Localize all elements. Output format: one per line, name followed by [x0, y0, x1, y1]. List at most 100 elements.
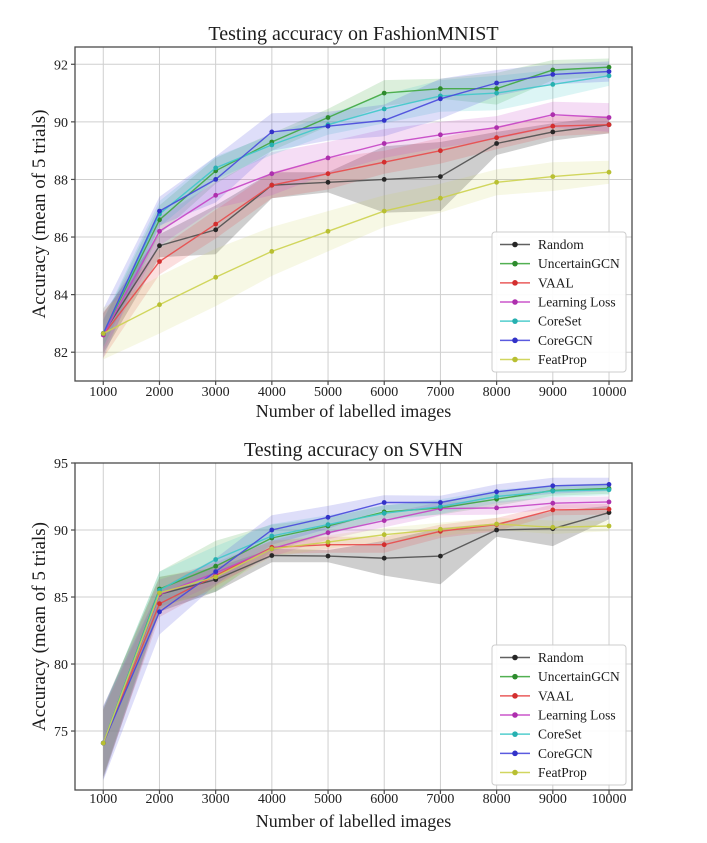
marker-learning-loss [550, 500, 556, 506]
marker-featprop [325, 539, 331, 545]
plot-border [74, 46, 633, 382]
marker-learning-loss [494, 505, 499, 511]
band-coreset [103, 484, 610, 777]
marker-learning-loss [606, 115, 612, 120]
marker-vaal [606, 122, 612, 128]
marker-coregcn [269, 129, 275, 135]
x-axis-label: Number of labelled images [256, 401, 451, 421]
legend-label: VAAL [538, 275, 574, 290]
marker-learning-loss [325, 155, 331, 161]
line-learning-loss [102, 501, 610, 744]
marker-coregcn [213, 177, 219, 182]
legend-label: CoreSet [538, 727, 582, 742]
x-tick-label: 8000 [483, 385, 511, 400]
marker-random [157, 243, 162, 249]
x-tick-label: 8000 [483, 792, 511, 807]
legend-entry: CoreGCN [500, 333, 593, 348]
legend-entry: Random [500, 650, 584, 665]
x-tick-label: 5000 [314, 385, 342, 400]
band-vaal [103, 503, 610, 777]
marker-random [269, 553, 275, 558]
tick-labels: 1000 2000 3000 4000 5000 6000 7000 8000 9000 1000… [54, 58, 627, 400]
tick-marks [71, 462, 610, 794]
y-tick-label: 86 [54, 231, 68, 246]
marker-random [550, 129, 556, 135]
marker-coregcn [213, 569, 219, 574]
legend-entry: Learning Loss [500, 295, 616, 310]
marker-random [381, 177, 387, 182]
marker-coreset [550, 82, 556, 87]
y-tick-label: 92 [54, 58, 68, 73]
legend-marker [512, 280, 518, 286]
marker-coregcn [494, 80, 499, 86]
marker-featprop [100, 331, 106, 336]
marker-featprop [550, 174, 556, 180]
marker-random [325, 553, 331, 559]
marker-vaal [494, 135, 499, 141]
marker-coreset [269, 533, 275, 539]
line-coregcn [102, 483, 610, 744]
legend-label: UncertainGCN [538, 256, 620, 271]
marker-uncertaingcn [438, 86, 443, 92]
line-featprop [102, 523, 610, 744]
marker-featprop [494, 179, 499, 185]
marker-featprop [269, 249, 275, 254]
marker-random [438, 174, 443, 180]
marker-vaal [157, 601, 162, 607]
marker-coregcn [438, 500, 443, 505]
marker-vaal [381, 542, 387, 548]
marker-featprop [606, 523, 612, 529]
marker-vaal [381, 159, 387, 165]
marker-coregcn [269, 527, 275, 533]
y-tick-label: 84 [54, 289, 68, 304]
y-tick-label: 80 [54, 658, 68, 673]
marker-coregcn [606, 69, 612, 74]
marker-learning-loss [438, 132, 443, 138]
marker-featprop [438, 195, 443, 201]
legend-box [491, 644, 627, 786]
svhn-accuracy-chart: 1000 2000 3000 4000 5000 6000 7000 8000 9000 1000… [29, 439, 633, 831]
line-vaal [102, 508, 610, 744]
marker-coreset [494, 90, 499, 96]
line-coregcn [102, 70, 610, 334]
y-tick-label: 90 [54, 116, 68, 131]
legend-marker [512, 693, 518, 699]
marker-random [381, 555, 387, 561]
x-tick-label: 6000 [370, 385, 398, 400]
legend-label: Random [538, 237, 584, 252]
marker-featprop [157, 302, 162, 308]
marker-coregcn [550, 72, 556, 77]
marker-random [438, 553, 443, 559]
marker-vaal [269, 182, 275, 188]
line-coreset [102, 75, 610, 334]
marker-coreset [438, 504, 443, 509]
legend: Random UncertainGCN VAAL Learning Loss CoreS… [491, 644, 627, 786]
line-learning-loss [102, 113, 610, 336]
line-coreset [102, 489, 610, 744]
legend-marker [512, 750, 518, 757]
marker-coreset [269, 142, 275, 148]
x-tick-label: 4000 [258, 385, 286, 400]
legend-marker [512, 337, 518, 344]
y-tick-label: 82 [54, 346, 68, 361]
line-vaal [102, 124, 610, 336]
line-featprop [102, 171, 610, 335]
band-featprop [103, 160, 610, 360]
x-axis-label: Number of labelled images [256, 811, 451, 831]
marker-featprop [100, 740, 106, 746]
x-tick-label: 3000 [202, 385, 230, 400]
y-tick-label: 95 [54, 457, 68, 472]
confidence-bands [103, 58, 610, 360]
x-tick-label: 1000 [89, 385, 117, 400]
legend-entry: VAAL [500, 275, 574, 290]
marker-coregcn [325, 123, 331, 129]
x-tick-label: 7000 [426, 792, 454, 807]
marker-learning-loss [325, 530, 331, 536]
band-coregcn [103, 61, 610, 359]
x-tick-label: 10000 [592, 792, 627, 807]
marker-featprop [550, 524, 556, 530]
marker-coregcn [550, 483, 556, 489]
y-tick-label: 75 [54, 725, 68, 740]
y-axis-label: Accuracy (mean of 5 trials) [29, 110, 50, 319]
marker-vaal [606, 506, 612, 512]
